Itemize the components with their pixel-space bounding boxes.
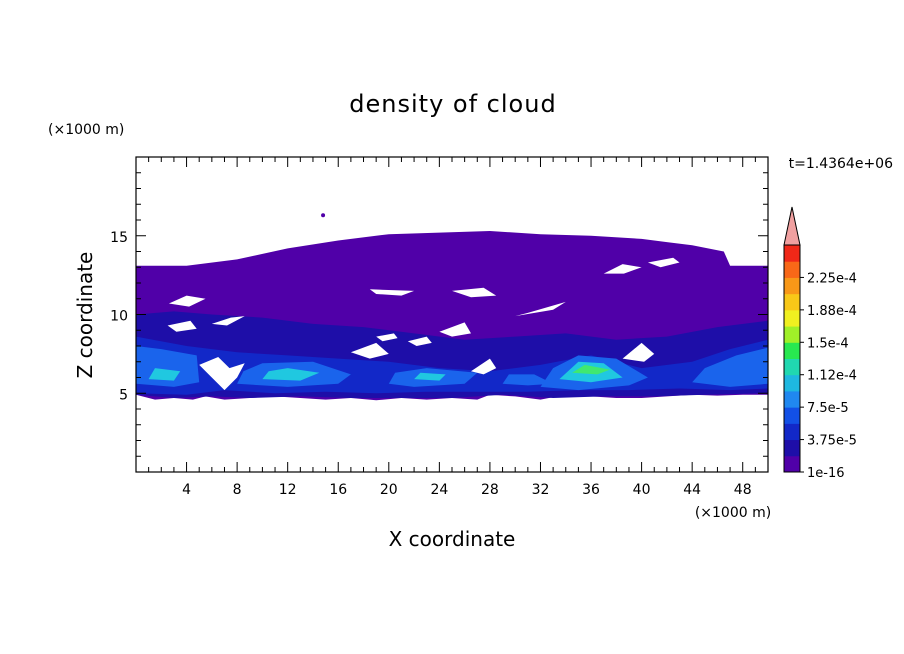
cloud-core-cyan bbox=[148, 368, 181, 381]
x-unit-label: (×1000 m) bbox=[695, 505, 771, 521]
y-unit-label: (×1000 m) bbox=[48, 122, 124, 138]
cloud-gap bbox=[168, 295, 206, 307]
colorbar-segment bbox=[784, 358, 800, 376]
colorbar-segment bbox=[784, 277, 800, 295]
cloud-density-field bbox=[136, 213, 768, 401]
colorbar-segment bbox=[784, 293, 800, 311]
cloud-gap bbox=[376, 333, 398, 342]
colorbar-segment bbox=[784, 439, 800, 457]
x-tick-label: 44 bbox=[683, 482, 701, 498]
y-axis-ticks: 5 10 15 bbox=[110, 172, 768, 457]
x-tick-label: 48 bbox=[734, 482, 752, 498]
cloud-core-cyan bbox=[262, 368, 320, 381]
colorbar-frame bbox=[783, 244, 801, 473]
y-axis-label: Z coordinate bbox=[73, 252, 97, 379]
x-tick-label: 28 bbox=[481, 482, 499, 498]
chart-title: density of cloud bbox=[349, 90, 556, 118]
cloud-gap bbox=[603, 264, 642, 274]
cloud-gap bbox=[369, 289, 415, 296]
colorbar: 1e-16 3.75e-5 7.5e-5 1.12e-4 1.5e-4 1.88e-4 2.… bbox=[783, 206, 857, 481]
x-tick-label: 16 bbox=[329, 482, 347, 498]
colorbar-label: 3.75e-5 bbox=[807, 434, 857, 449]
cloud-gap bbox=[407, 336, 432, 346]
x-tick-label: 12 bbox=[279, 482, 297, 498]
x-tick-label: 8 bbox=[233, 482, 242, 498]
colorbar-label: 1.12e-4 bbox=[807, 369, 857, 384]
cloud-core-cyan bbox=[414, 372, 446, 381]
colorbar-label: 1e-16 bbox=[807, 466, 845, 481]
colorbar-segment bbox=[784, 342, 800, 359]
cloud-gap bbox=[211, 316, 245, 326]
cloud-gap bbox=[471, 358, 497, 375]
cloud-gap bbox=[452, 287, 497, 298]
colorbar-segment bbox=[784, 407, 800, 424]
y-tick-label: 15 bbox=[110, 230, 128, 246]
time-label: t=1.4364e+06 bbox=[789, 156, 893, 172]
colorbar-segment bbox=[784, 374, 800, 392]
cloud-core-blue bbox=[692, 347, 768, 387]
x-tick-label: 4 bbox=[182, 482, 191, 498]
cloud-core-green bbox=[572, 364, 610, 375]
colorbar-segment bbox=[784, 326, 800, 343]
colorbar-segment bbox=[784, 390, 800, 408]
colorbar-segment bbox=[784, 245, 800, 262]
colorbar-segment bbox=[784, 309, 800, 327]
colorbar-label: 1.5e-4 bbox=[807, 336, 849, 351]
cloud-gap bbox=[439, 322, 471, 337]
x-tick-label: 40 bbox=[633, 482, 651, 498]
cloud-gap bbox=[167, 320, 197, 332]
x-tick-label: 32 bbox=[532, 482, 550, 498]
colorbar-extend-triangle bbox=[783, 206, 801, 246]
cloud-gap bbox=[350, 342, 389, 359]
x-axis-label: X coordinate bbox=[389, 527, 516, 551]
x-tick-label: 20 bbox=[380, 482, 398, 498]
colorbar-label: 7.5e-5 bbox=[807, 401, 849, 416]
colorbar-label: 2.25e-4 bbox=[807, 271, 857, 286]
cloud-gap bbox=[622, 342, 655, 362]
y-tick-label: 10 bbox=[110, 309, 128, 325]
x-axis-ticks: 4 8 12 16 20 24 28 32 36 40 44 48 bbox=[148, 157, 756, 498]
colorbar-segment bbox=[784, 261, 800, 278]
cloud-gap bbox=[647, 257, 680, 268]
cloud-core-blue bbox=[502, 374, 554, 386]
cloud-speck bbox=[321, 213, 326, 218]
colorbar-segment bbox=[784, 455, 800, 473]
x-tick-label: 36 bbox=[582, 482, 600, 498]
cloud-gap bbox=[199, 357, 245, 391]
colorbar-segment bbox=[784, 423, 800, 441]
y-tick-label: 5 bbox=[119, 387, 128, 403]
colorbar-label: 1.88e-4 bbox=[807, 304, 857, 319]
x-tick-label: 24 bbox=[430, 482, 448, 498]
